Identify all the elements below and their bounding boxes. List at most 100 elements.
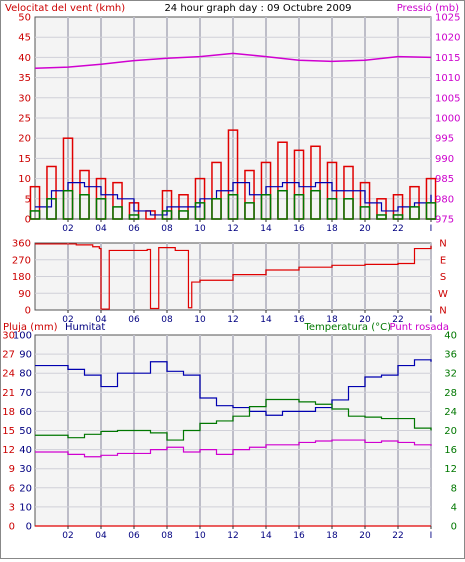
wind-bar-velocitat: [29, 210, 41, 220]
rain-left-y-tick-label: 3: [9, 502, 15, 513]
humidity-left-y-tick-label: 0: [26, 522, 32, 533]
temperature-line: [35, 398, 432, 441]
winddir-right-y-tick-label: N: [439, 306, 446, 317]
winddir-x-tick-label: 14: [260, 315, 272, 325]
climate-x-tick-label: 04: [95, 531, 107, 541]
climate-x-tick-label: 16: [293, 531, 305, 541]
temperature-right-y-tick-label: 4: [451, 502, 457, 513]
humidity-left-y-tick-label: 40: [19, 445, 32, 456]
wind-x-tick-label: 06: [128, 224, 140, 234]
climate-x-tick-label: 08: [161, 531, 173, 541]
temperature-right-y-tick-label: 32: [444, 369, 457, 380]
wind-bar-velocitat: [79, 194, 90, 220]
rain-left-y-tick-label: 27: [2, 350, 15, 361]
pressure-right-y-tick-label: 985: [435, 174, 454, 185]
wind-bar-velocitat: [244, 202, 255, 220]
winddir-right-y-tick-label: N: [439, 239, 446, 250]
humidity-left-y-tick-label: 20: [19, 483, 32, 494]
winddir-x-tick-label: I: [430, 315, 433, 325]
pressure-right-y-tick-label: 990: [435, 154, 454, 165]
wind-bar-velocitat: [310, 189, 321, 220]
wind-x-tick-label: 16: [293, 224, 305, 234]
rain-left-y-tick-label: 30: [2, 331, 15, 342]
rain-left-y-tick-label: 15: [2, 426, 15, 437]
winddir-left-y-tick-label: 180: [12, 272, 31, 283]
rain-left-y-tick-label: 9: [9, 464, 15, 475]
wind-average-line: [35, 182, 432, 216]
winddir-x-tick-label: 20: [359, 315, 371, 325]
wind-left-y-tick-label: 40: [18, 53, 31, 64]
wind-speed-pressure-panel: 02 04 06 08 10 12 14 16 18 20 22 I05101520253035404…: [18, 13, 460, 235]
temperature-right-y-tick-label: 16: [444, 445, 457, 456]
temperature-right-y-tick-label: 20: [444, 426, 457, 437]
humidity-left-y-tick-label: 60: [19, 407, 32, 418]
temperature-right-y-tick-label: 40: [444, 331, 457, 342]
winddir-right-y-tick-label: E: [440, 255, 446, 266]
climate-x-tick-label: 02: [62, 531, 73, 541]
wind-x-tick-label: I: [430, 224, 433, 234]
temperature-right-y-tick-label: 28: [444, 388, 457, 399]
climate-x-tick-label: I: [430, 531, 433, 541]
wind-left-y-tick-label: 50: [18, 13, 31, 24]
wind-direction-line: [35, 243, 432, 310]
humidity-axis-title: Humitat: [65, 322, 105, 333]
wind-bar-velocitat: [343, 198, 354, 220]
pressure-right-y-tick-label: 1005: [435, 93, 460, 104]
wind-x-tick-label: 18: [326, 224, 338, 234]
wind-x-tick-label: 14: [260, 224, 272, 234]
winddir-x-tick-label: 12: [227, 315, 238, 325]
wind-bar-velocitat: [277, 189, 288, 220]
winddir-x-tick-label: 02: [62, 315, 73, 325]
wind-bar-velocitat: [178, 210, 189, 220]
winddir-left-y-tick-label: 360: [12, 239, 31, 250]
pressure-title: Pressió (mb): [397, 2, 459, 14]
humidity-left-y-tick-label: 90: [19, 350, 32, 361]
winddir-right-y-tick-label: W: [438, 289, 448, 300]
dewpoint-line: [35, 439, 432, 458]
wind-x-tick-label: 04: [95, 224, 107, 234]
wind-bar-velocitat: [376, 214, 387, 220]
pressure-right-y-tick-label: 975: [435, 215, 454, 226]
winddir-x-tick-label: 04: [95, 315, 107, 325]
humidity-left-y-tick-label: 100: [13, 331, 32, 342]
dewpoint-axis-title: Punt rosada: [390, 322, 449, 333]
climate-x-tick-label: 06: [128, 531, 140, 541]
pressure-line: [34, 52, 432, 70]
temperature-axis-title: Temperatura (°C): [303, 322, 391, 333]
rain-left-y-tick-label: 12: [2, 445, 15, 456]
climate-x-tick-label: 18: [326, 531, 338, 541]
temperature-right-y-tick-label: 8: [451, 483, 457, 494]
wind-x-tick-label: 22: [392, 224, 403, 234]
temperature-right-y-tick-label: 0: [451, 522, 457, 533]
humidity-left-y-tick-label: 10: [19, 502, 32, 513]
rain-humidity-temperature-panel: 02 04 06 08 10 12 14 16 18 20 22 I03691215182124273…: [2, 331, 457, 542]
humidity-left-y-tick-label: 70: [19, 388, 32, 399]
wind-bar-velocitat: [46, 198, 57, 220]
climate-x-tick-label: 12: [227, 531, 238, 541]
winddir-x-tick-label: 06: [128, 315, 140, 325]
humidity-left-y-tick-label: 50: [19, 426, 32, 437]
wind-speed-title: Velocitat del vent (kmh): [5, 3, 125, 14]
winddir-left-y-tick-label: 270: [12, 255, 31, 266]
winddir-x-tick-label: 22: [392, 315, 403, 325]
rain-left-y-tick-label: 21: [2, 388, 15, 399]
wind-left-y-tick-label: 45: [18, 33, 31, 44]
winddir-x-tick-label: 16: [293, 315, 305, 325]
wind-x-tick-label: 10: [194, 224, 206, 234]
humidity-left-y-tick-label: 30: [19, 464, 32, 475]
winddir-right-y-tick-label: S: [440, 272, 446, 283]
climate-x-tick-label: 20: [359, 531, 371, 541]
temperature-right-y-tick-label: 12: [444, 464, 457, 475]
pressure-right-y-tick-label: 1000: [435, 114, 460, 125]
pressure-right-y-tick-label: 980: [435, 194, 454, 205]
rain-left-y-tick-label: 18: [2, 407, 15, 418]
rain-left-y-tick-label: 24: [2, 369, 15, 380]
wind-left-y-tick-label: 10: [18, 174, 31, 185]
temperature-right-y-tick-label: 36: [444, 350, 457, 361]
winddir-x-tick-label: 10: [194, 315, 206, 325]
wind-bar-velocitat: [112, 206, 123, 220]
pressure-right-y-tick-label: 1020: [435, 33, 460, 44]
